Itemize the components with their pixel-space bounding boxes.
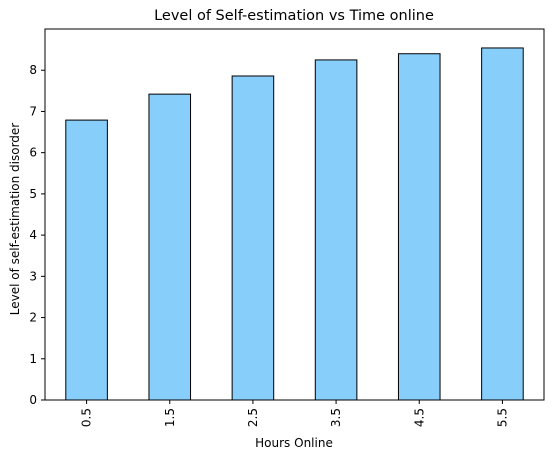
y-tick-label: 1 xyxy=(29,352,37,366)
y-tick-label: 2 xyxy=(29,311,37,325)
axes-frame xyxy=(44,28,545,401)
y-tick-label: 5 xyxy=(29,187,37,201)
bar xyxy=(231,75,275,401)
x-tick-label: 1.5 xyxy=(163,408,177,427)
bar xyxy=(481,47,524,401)
y-tick-label: 3 xyxy=(29,269,37,283)
y-tick-label: 7 xyxy=(29,104,37,118)
plot-area: 0 1 2 3 4 5 6 7 8 0.5 1.5 2.5 3.5 4.5 5.5 xyxy=(29,28,545,427)
bar xyxy=(397,53,441,401)
y-tick-label: 6 xyxy=(29,146,37,160)
y-tick-label: 8 xyxy=(29,63,37,77)
x-tick-label: 2.5 xyxy=(246,408,260,427)
x-axis-label: Hours Online xyxy=(255,436,333,450)
x-tick-label: 4.5 xyxy=(412,408,426,427)
y-tick-label: 4 xyxy=(29,228,37,242)
x-tick-label: 5.5 xyxy=(495,408,509,427)
y-axis-label: Level of self-estimation disorder xyxy=(8,123,22,316)
x-tick-label: 0.5 xyxy=(80,408,94,427)
y-tick-label: 0 xyxy=(29,393,37,407)
bar xyxy=(148,93,192,401)
bar xyxy=(65,119,108,401)
chart-title: Level of Self-estimation vs Time online xyxy=(154,8,434,24)
bar xyxy=(314,59,358,401)
x-tick-label: 3.5 xyxy=(329,408,343,427)
